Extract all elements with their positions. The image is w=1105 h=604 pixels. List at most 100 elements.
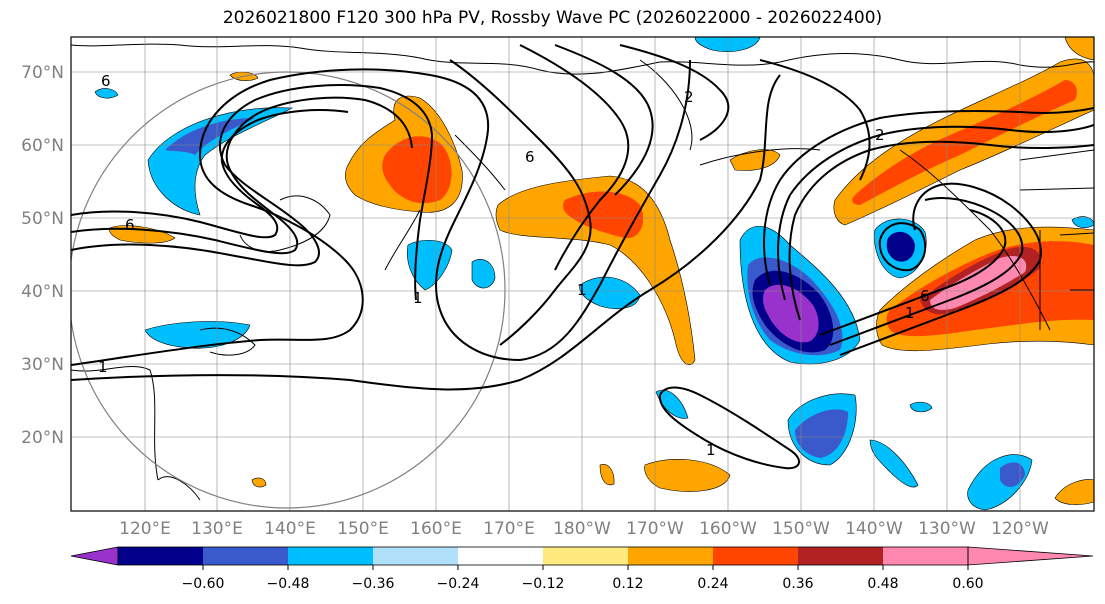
positive-anomaly-region [1064, 37, 1094, 61]
contour-label: 6 [525, 148, 535, 166]
lon-label: 180°W [553, 519, 611, 539]
contour-line [819, 209, 1007, 336]
positive-anomaly-region [382, 136, 452, 204]
contour-line [71, 59, 691, 366]
contour-line [878, 222, 927, 272]
colorbar-segment [798, 547, 883, 565]
latitude-labels: 70°N 60°N 50°N 40°N 30°N 20°N [21, 63, 64, 448]
colorbar-segment [288, 547, 373, 565]
contour-line [839, 182, 1042, 356]
contour-line [788, 140, 1094, 321]
negative-anomaly-region [1000, 462, 1025, 487]
lat-label: 20°N [21, 428, 64, 448]
contour-line [658, 386, 800, 470]
positive-anomaly-region [644, 459, 731, 492]
negative-anomaly-region [94, 88, 119, 99]
positive-anomaly-region [1054, 479, 1094, 505]
pv-shading [94, 37, 1094, 511]
contour-line [619, 44, 730, 141]
contour-label: 6 [125, 216, 135, 234]
coastline [157, 476, 201, 501]
contour-line [71, 109, 349, 239]
contour-label: 6 [101, 72, 111, 90]
negative-anomaly-region [165, 118, 255, 155]
negative-anomaly-region [579, 276, 641, 309]
lon-label: 120°E [119, 519, 171, 539]
coastline [454, 134, 506, 191]
contour-label: 1 [706, 441, 716, 459]
contour-label: 1 [98, 358, 108, 376]
lon-label: 120°W [991, 519, 1049, 539]
colorbar-tick-label: 0.36 [782, 576, 813, 592]
positive-anomaly-region [930, 255, 1027, 310]
contour-line [763, 107, 1094, 286]
colorbar-segment [373, 547, 458, 565]
colorbar-segment [713, 547, 798, 565]
positive-anomaly-region [599, 464, 615, 486]
colorbar: −0.60 −0.48 −0.36 −0.24 −0.12 0.12 0.24 … [70, 546, 1094, 592]
contour-line [71, 84, 434, 301]
colorbar-max-extension [967, 546, 1094, 566]
colorbar-min-extension [70, 546, 119, 566]
pc-contours [71, 44, 1094, 470]
colorbar-ticks [202, 565, 969, 570]
lon-label: 150°E [337, 519, 389, 539]
contour-line [829, 197, 1024, 346]
contour-line [449, 59, 592, 346]
contour-line [71, 74, 781, 391]
colorbar-tick-label: 0.12 [612, 576, 643, 592]
coastline [384, 209, 421, 271]
colorbar-segment [543, 547, 628, 565]
negative-anomaly-region [795, 409, 848, 458]
colorbar-segment [118, 547, 203, 565]
lat-label: 70°N [21, 63, 64, 83]
coastline [899, 149, 1051, 331]
negative-anomaly-region [144, 321, 251, 349]
lon-label: 130°E [191, 519, 243, 539]
lon-label: 160°W [699, 519, 757, 539]
colorbar-tick-label: 0.48 [867, 576, 898, 592]
positive-anomaly-region [495, 175, 696, 365]
negative-anomaly-region [471, 258, 496, 289]
coastlines [71, 43, 1094, 501]
reference-circle [71, 71, 506, 509]
coastline [1019, 149, 1094, 330]
colorbar-segment [883, 547, 968, 565]
negative-anomaly-region [1071, 216, 1094, 229]
contour-label: 2 [684, 88, 694, 106]
contour-label: 1 [413, 289, 423, 307]
colorbar-segment [458, 547, 543, 565]
lon-label: 150°W [772, 519, 830, 539]
colorbar-segment [628, 547, 713, 565]
negative-anomaly-region [694, 37, 761, 52]
contour-line [554, 44, 654, 196]
colorbar-tick-label: 0.24 [697, 576, 728, 592]
contour-label: 6 [920, 287, 930, 305]
positive-anomaly-region [251, 477, 267, 488]
coastline [71, 43, 1094, 75]
lat-label: 50°N [21, 209, 64, 229]
lon-label: 140°E [264, 519, 316, 539]
lon-label: 170°E [483, 519, 535, 539]
map-content: 6 6 1 1 1 6 2 2 6 1 1 [71, 37, 1094, 511]
lon-label: 160°E [410, 519, 462, 539]
map-title: 2026021800 F120 300 hPa PV, Rossby Wave … [222, 8, 883, 28]
colorbar-tick-label: −0.60 [182, 576, 225, 592]
longitude-labels: 120°E 130°E 140°E 150°E 160°E 170°E 180°… [119, 519, 1049, 539]
positive-anomaly-region [109, 225, 176, 244]
lon-label: 140°W [845, 519, 903, 539]
contour-label: 1 [905, 304, 915, 322]
negative-anomaly-region [869, 439, 919, 488]
colorbar-segment [203, 547, 288, 565]
colorbar-tick-label: −0.12 [522, 576, 565, 592]
coastline [199, 327, 256, 356]
negative-anomaly-region [655, 389, 689, 419]
negative-anomaly-region [886, 231, 915, 262]
positive-anomaly-region [563, 191, 644, 239]
colorbar-tick-labels: −0.60 −0.48 −0.36 −0.24 −0.12 0.12 0.24 … [182, 576, 984, 592]
lon-label: 170°W [626, 519, 684, 539]
contour-line [519, 44, 630, 271]
negative-anomaly-region [763, 284, 819, 343]
gridlines [71, 37, 1094, 511]
